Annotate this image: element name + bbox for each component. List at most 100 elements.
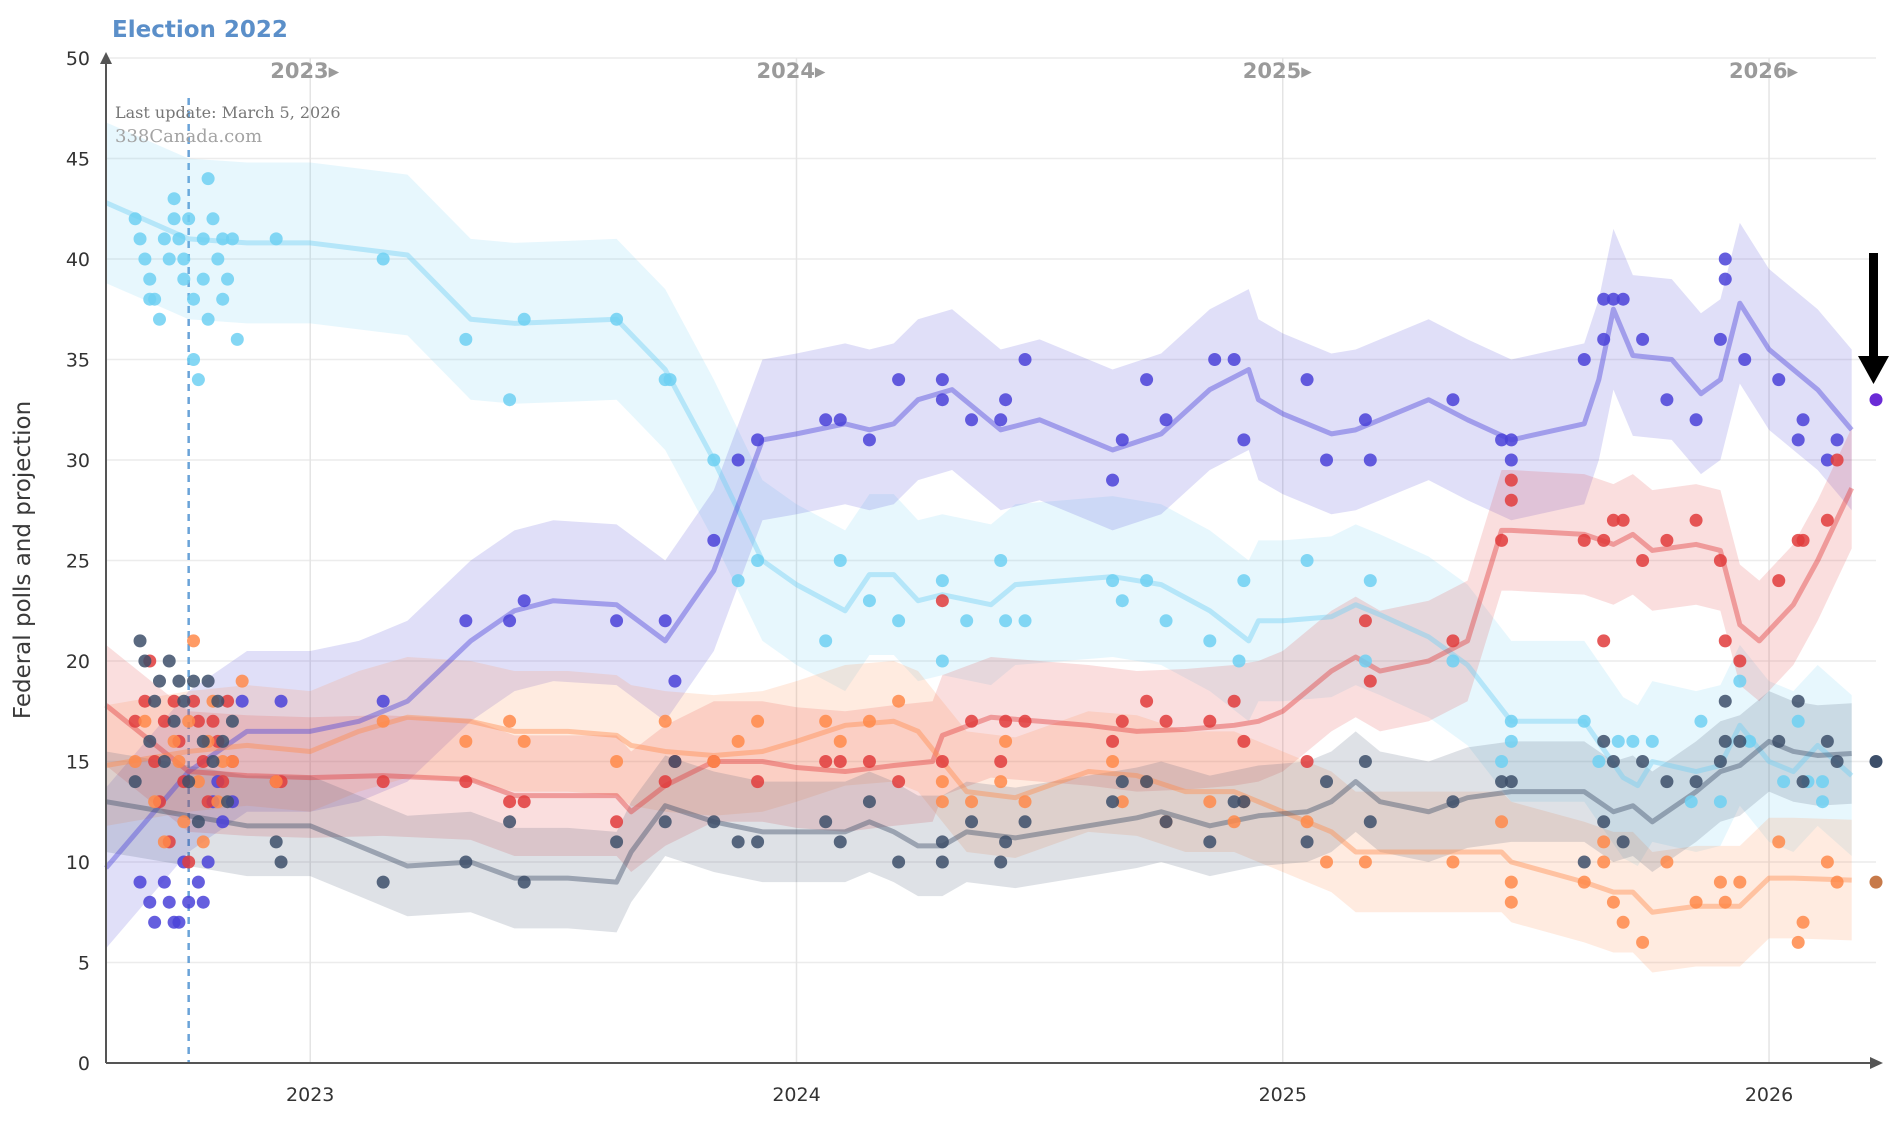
poll-dot [230, 332, 244, 346]
x-tick-label: 2024 [772, 1084, 820, 1106]
trend-line [104, 200, 1854, 789]
poll-dot [216, 232, 230, 246]
poll-dot [191, 373, 205, 387]
poll-dot [862, 714, 876, 728]
poll-dot [274, 694, 288, 708]
poll-dot [1597, 332, 1611, 346]
poll-dot [1636, 935, 1650, 949]
poll-dot [225, 755, 239, 768]
poll-dot [211, 252, 225, 266]
poll-dot [1106, 734, 1120, 748]
poll-dot [503, 714, 517, 728]
confidence-band [106, 122, 1852, 867]
poll-dot [819, 755, 833, 768]
poll-dot [133, 634, 147, 648]
poll-dot [216, 734, 230, 748]
poll-dot [162, 654, 176, 668]
poll-dot [1796, 775, 1810, 789]
poll-dot [157, 755, 171, 768]
poll-dot [1738, 353, 1752, 366]
y-tick-label: 50 [66, 48, 90, 70]
poll-dot [892, 775, 906, 789]
poll-dot [182, 895, 196, 909]
poll-dot [1115, 714, 1129, 728]
poll-dot [157, 835, 171, 849]
poll-dot [1684, 795, 1698, 809]
poll-dot [182, 775, 196, 789]
poll-dot [1237, 734, 1251, 748]
poll-dot [206, 714, 220, 728]
poll-dot [1577, 533, 1591, 547]
poll-dot [731, 453, 745, 467]
poll-dot [133, 875, 147, 889]
poll-dot [1504, 734, 1518, 748]
year-marker-label: 2023▸ [270, 59, 339, 83]
poll-dot [892, 855, 906, 869]
poll-dot [517, 875, 531, 889]
poll-dot [206, 755, 220, 768]
poll-dot [167, 734, 181, 748]
confidence-band [106, 656, 1852, 973]
poll-dot [225, 714, 239, 728]
poll-dot [1300, 815, 1314, 829]
poll-dot [935, 795, 949, 809]
y-tick-label: 40 [66, 249, 90, 271]
poll-dot [965, 413, 979, 427]
poll-dot [1358, 654, 1372, 668]
poll-dot [1718, 895, 1732, 909]
poll-dot [1645, 734, 1659, 748]
poll-dot [138, 654, 152, 668]
poll-dot [503, 614, 517, 628]
poll-dot [187, 694, 201, 708]
y-tick-label: 0 [78, 1053, 90, 1075]
poll-dot [1689, 513, 1703, 527]
poll-dot [892, 373, 906, 387]
poll-dot [1772, 734, 1786, 748]
poll-dot [1208, 353, 1222, 366]
x-tick-label: 2023 [286, 1084, 334, 1106]
poll-dot [269, 775, 283, 789]
poll-dot [459, 855, 473, 869]
poll-dot [376, 714, 390, 728]
poll-dot [1592, 755, 1606, 768]
poll-dot [1733, 734, 1747, 748]
year-marker-label: 2025▸ [1243, 59, 1312, 83]
poll-dot [216, 815, 230, 829]
poll-dot [1597, 855, 1611, 869]
poll-dot [1830, 875, 1844, 889]
poll-dot [833, 554, 847, 567]
poll-dot [1227, 694, 1241, 708]
poll-dot [833, 755, 847, 768]
poll-dot [1597, 533, 1611, 547]
poll-dot [658, 714, 672, 728]
poll-dot [503, 815, 517, 829]
poll-dot [1358, 855, 1372, 869]
poll-dot [191, 815, 205, 829]
poll-dot [1772, 835, 1786, 849]
poll-dot [152, 312, 166, 326]
poll-dot [1140, 574, 1154, 588]
poll-dot [1772, 574, 1786, 588]
y-tick-label: 25 [66, 551, 90, 573]
poll-dot [1718, 634, 1732, 648]
poll-dot [177, 272, 191, 286]
poll-dot [1796, 915, 1810, 929]
poll-dot [1237, 795, 1251, 809]
poll-dot [751, 775, 765, 789]
poll-dot [999, 614, 1013, 628]
poll-dot [274, 855, 288, 869]
poll-dot [1597, 292, 1611, 306]
election-label: Election 2022 [112, 17, 288, 43]
poll-dot [1743, 734, 1757, 748]
poll-dot [1616, 513, 1630, 527]
poll-dot [1115, 775, 1129, 789]
poll-dot [751, 835, 765, 849]
poll-dot [1504, 473, 1518, 487]
poll-dot [1606, 292, 1620, 306]
poll-dot [172, 755, 186, 768]
axes [100, 52, 1883, 1069]
poll-dot [1689, 413, 1703, 427]
tick-labels: 0510152025303540455020232023▸20242024▸20… [66, 48, 1799, 1106]
poll-dot [965, 714, 979, 728]
poll-dot [1733, 674, 1747, 688]
